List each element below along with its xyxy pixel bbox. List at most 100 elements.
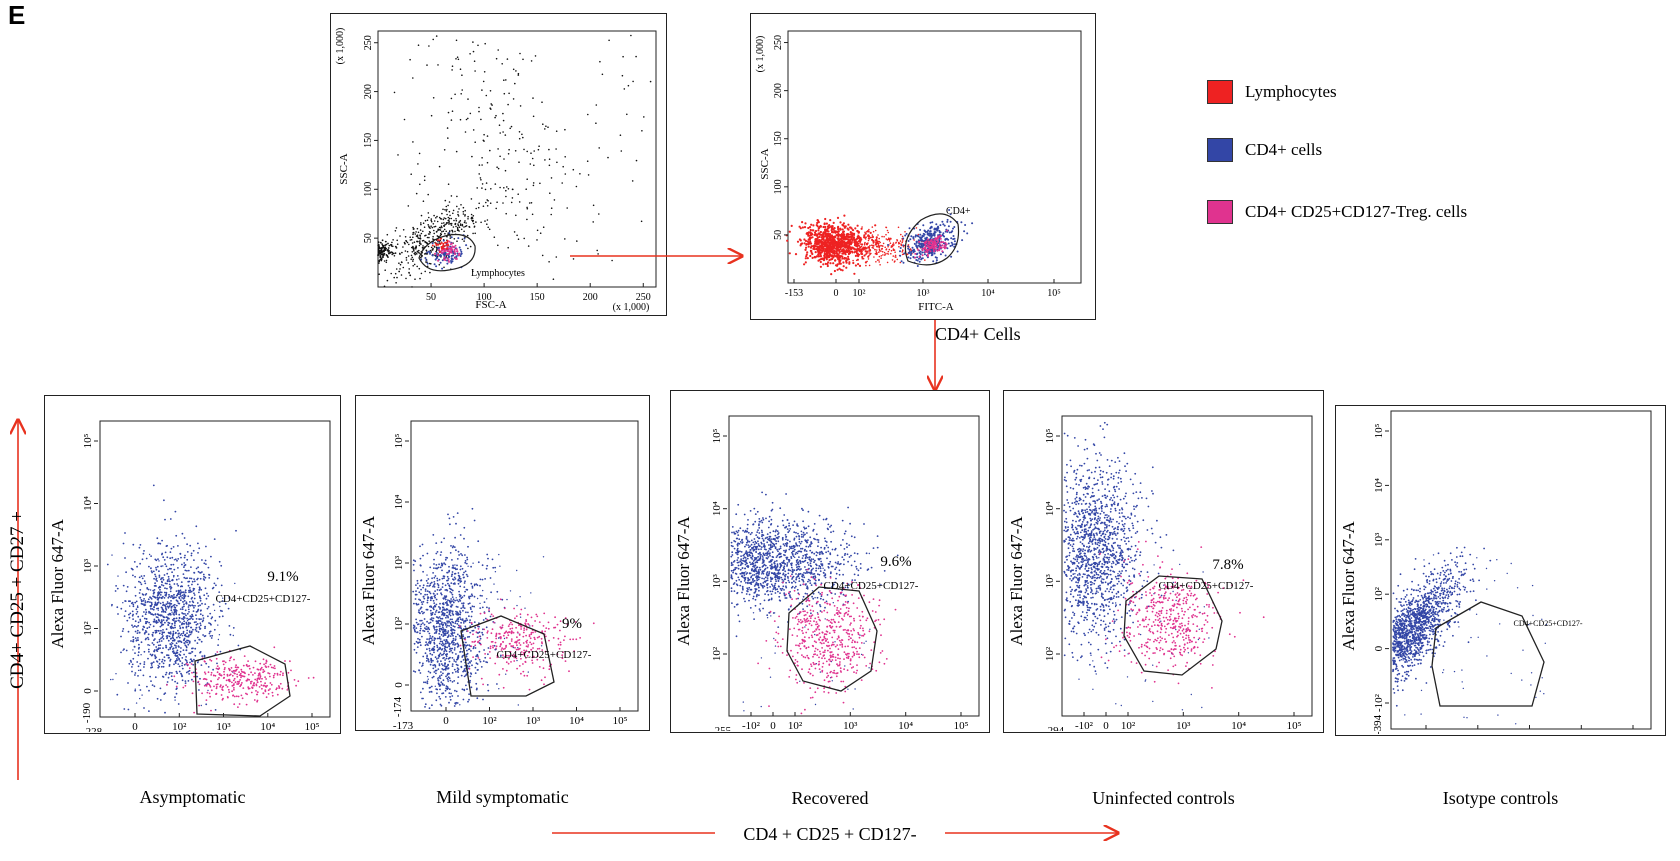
cell-dot — [164, 587, 166, 589]
cell-dot — [145, 638, 147, 640]
cell-dot — [450, 552, 452, 554]
cell-dot — [161, 640, 163, 642]
cell-dot — [199, 678, 201, 680]
cell-dot — [161, 614, 163, 616]
cell-dot — [457, 606, 459, 608]
cell-dot — [176, 693, 178, 695]
cell-dot — [162, 629, 164, 631]
cell-dot — [211, 672, 213, 674]
cell-dot — [206, 699, 208, 701]
cell-dot — [139, 547, 141, 549]
cell-dot — [257, 691, 259, 693]
cell-dot — [422, 571, 424, 573]
cell-dot — [271, 667, 273, 669]
cell-dot — [173, 609, 175, 611]
cell-dot — [443, 615, 445, 617]
cell-dot — [186, 570, 188, 572]
cell-dot — [160, 638, 162, 640]
cell-dot — [452, 665, 454, 667]
cell-dot — [435, 699, 437, 701]
cell-dot — [231, 682, 233, 684]
cell-dot — [180, 591, 182, 593]
cell-dot — [455, 523, 457, 525]
cell-dot — [165, 583, 167, 585]
cell-dot — [209, 696, 211, 698]
cell-dot — [205, 587, 207, 589]
cell-dot — [429, 648, 431, 650]
x-tick-label: 10³ — [216, 721, 231, 732]
cell-dot — [446, 612, 448, 614]
cell-dot — [437, 551, 439, 553]
cell-dot — [183, 631, 185, 633]
cell-dot — [221, 688, 223, 690]
cell-dot — [264, 670, 266, 672]
cell-dot — [141, 583, 143, 585]
cell-dot — [137, 625, 139, 627]
cell-dot — [150, 555, 152, 557]
cell-dot — [432, 586, 434, 588]
cell-dot — [206, 598, 208, 600]
cell-dot — [138, 684, 140, 686]
cell-dot — [233, 680, 235, 682]
cell-dot — [228, 691, 230, 693]
cell-dot — [177, 601, 179, 603]
cell-dot — [273, 677, 275, 679]
cell-dot — [219, 634, 220, 635]
cell-dot — [179, 625, 181, 627]
cell-dot — [494, 645, 496, 647]
cell-dot — [423, 584, 425, 586]
asymptomatic-plot-frame: 9.1%CD4+CD25+CD127-Alexa Fluor 647-APE-C… — [44, 395, 341, 734]
cell-dot — [267, 672, 269, 674]
cell-dot — [145, 613, 147, 615]
cell-dot — [120, 636, 122, 638]
cell-dot — [227, 697, 229, 699]
cell-dot — [452, 612, 454, 614]
cell-dot — [432, 660, 434, 662]
cell-dot — [236, 676, 238, 678]
cell-dot — [150, 567, 151, 568]
cell-dot — [185, 609, 187, 611]
cell-dot — [416, 652, 418, 654]
cell-dot — [200, 624, 202, 626]
cell-dot — [198, 592, 200, 594]
cell-dot — [447, 617, 449, 619]
cell-dot — [185, 680, 187, 682]
cell-dot — [148, 649, 150, 651]
cell-dot — [135, 595, 137, 597]
cell-dot — [163, 619, 165, 621]
cell-dot — [450, 699, 452, 701]
cell-dot — [134, 625, 136, 627]
cell-dot — [414, 643, 416, 645]
cell-dot — [188, 590, 190, 592]
cell-dot — [183, 654, 185, 656]
cell-dot — [180, 647, 182, 649]
cell-dot — [165, 603, 167, 605]
cell-dot — [166, 628, 168, 630]
cell-dot — [472, 605, 474, 607]
cell-dot — [161, 553, 163, 555]
cell-dot — [439, 608, 441, 610]
cell-dot — [429, 650, 431, 652]
cell-dot — [172, 635, 174, 637]
cell-dot — [155, 676, 157, 678]
cell-dot — [220, 565, 222, 567]
cell-dot — [238, 696, 240, 698]
cell-dot — [255, 683, 257, 685]
cell-dot — [191, 648, 193, 650]
cell-dot — [467, 653, 469, 655]
cell-dot — [202, 621, 204, 623]
cell-dot — [156, 608, 158, 610]
cell-dot — [132, 636, 134, 638]
cell-dot — [233, 659, 235, 661]
cell-dot — [171, 606, 173, 608]
cell-dot — [436, 616, 438, 618]
cell-dot — [170, 659, 172, 661]
cell-dot — [210, 635, 212, 637]
cell-dot — [134, 561, 136, 563]
cell-dot — [429, 653, 431, 655]
cell-dot — [233, 687, 235, 689]
cell-dot — [164, 611, 166, 613]
cell-dot — [136, 566, 138, 568]
cell-dot — [441, 674, 443, 676]
cell-dot — [138, 644, 140, 646]
